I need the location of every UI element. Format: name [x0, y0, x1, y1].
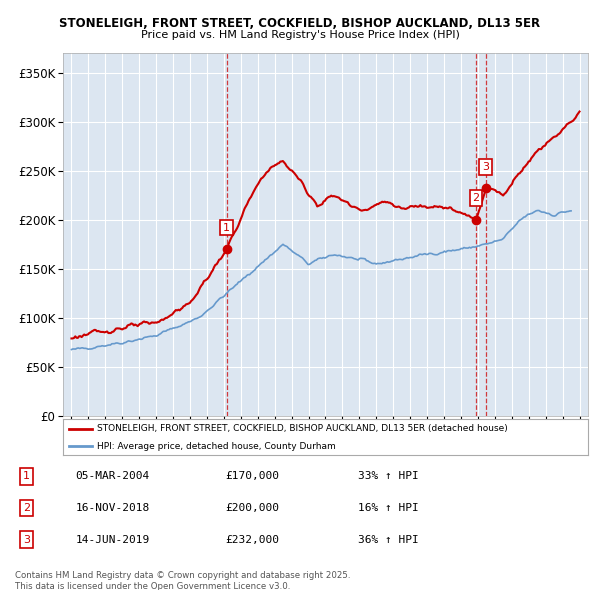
- Text: £200,000: £200,000: [225, 503, 279, 513]
- Text: 2: 2: [472, 194, 479, 203]
- Text: STONELEIGH, FRONT STREET, COCKFIELD, BISHOP AUCKLAND, DL13 5ER: STONELEIGH, FRONT STREET, COCKFIELD, BIS…: [59, 17, 541, 30]
- Text: Price paid vs. HM Land Registry's House Price Index (HPI): Price paid vs. HM Land Registry's House …: [140, 30, 460, 40]
- Text: STONELEIGH, FRONT STREET, COCKFIELD, BISHOP AUCKLAND, DL13 5ER (detached house): STONELEIGH, FRONT STREET, COCKFIELD, BIS…: [97, 424, 508, 433]
- Text: 05-MAR-2004: 05-MAR-2004: [76, 471, 149, 481]
- Text: £170,000: £170,000: [225, 471, 279, 481]
- Text: £232,000: £232,000: [225, 535, 279, 545]
- Text: 33% ↑ HPI: 33% ↑ HPI: [358, 471, 418, 481]
- Text: Contains HM Land Registry data © Crown copyright and database right 2025.
This d: Contains HM Land Registry data © Crown c…: [15, 571, 350, 590]
- Text: 16-NOV-2018: 16-NOV-2018: [76, 503, 149, 513]
- Text: 36% ↑ HPI: 36% ↑ HPI: [358, 535, 418, 545]
- Text: 2: 2: [23, 503, 30, 513]
- Text: 1: 1: [23, 471, 30, 481]
- Text: 3: 3: [482, 162, 489, 172]
- Text: 16% ↑ HPI: 16% ↑ HPI: [358, 503, 418, 513]
- Text: 14-JUN-2019: 14-JUN-2019: [76, 535, 149, 545]
- Text: 1: 1: [223, 222, 230, 232]
- Text: 3: 3: [23, 535, 30, 545]
- Text: HPI: Average price, detached house, County Durham: HPI: Average price, detached house, Coun…: [97, 442, 336, 451]
